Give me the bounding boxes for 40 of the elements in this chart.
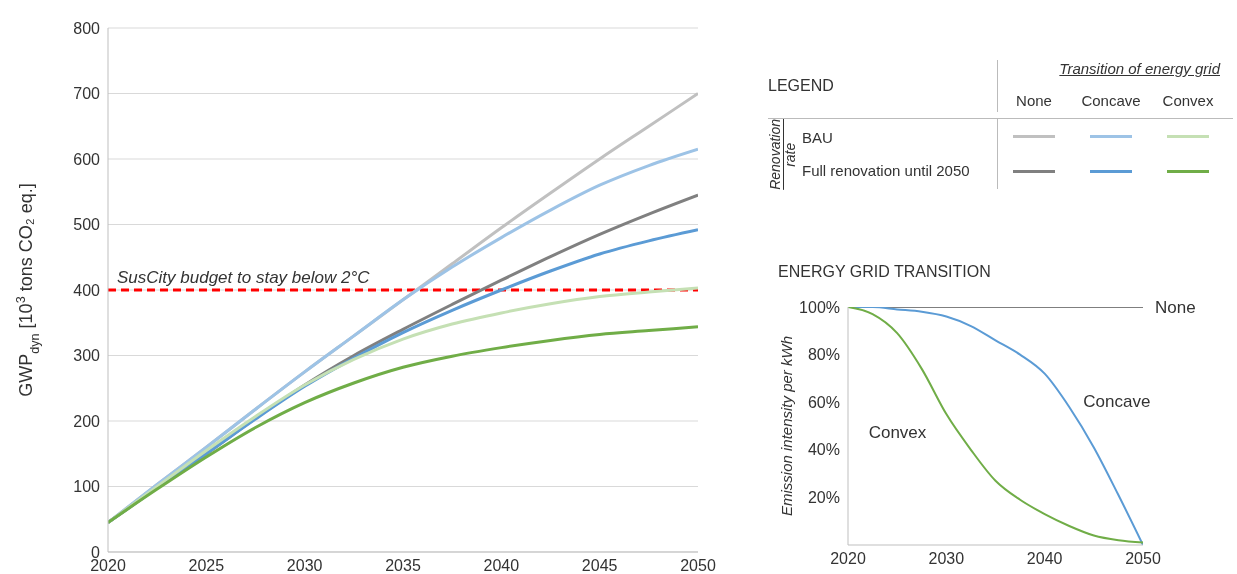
y-tick-label: 20% <box>807 489 840 507</box>
x-tick-label: 2020 <box>830 550 866 568</box>
y-tick-label: 100 <box>73 478 101 496</box>
text: Convex <box>1161 90 1215 109</box>
y-axis-title: Emission intensity per kWh <box>778 335 795 517</box>
x-tick-label: 2050 <box>1125 550 1161 568</box>
text: LEGEND <box>768 60 998 112</box>
x-tick-label: 2030 <box>286 557 323 574</box>
series-label: None <box>1155 298 1196 317</box>
ref-line-label: SusCity budget to stay below 2°C <box>117 268 371 288</box>
series-label: Concave <box>1083 391 1151 411</box>
x-tick-label: 2045 <box>581 557 618 574</box>
x-tick-label: 2020 <box>90 557 126 574</box>
y-tick-label: 700 <box>73 85 101 103</box>
y-tick-label: 300 <box>73 347 101 365</box>
y-tick-label: 200 <box>73 412 101 430</box>
y-tick-label: 60% <box>807 393 840 411</box>
x-tick-label: 2025 <box>188 557 225 574</box>
y-tick-label: 800 <box>73 19 101 37</box>
x-tick-label: 2050 <box>680 557 716 574</box>
text: None <box>1015 90 1053 109</box>
x-tick-label: 2040 <box>1026 550 1063 568</box>
text: Full renovation until 2050 <box>802 162 970 179</box>
y-tick-label: 40% <box>807 441 840 459</box>
y-tick-label: 80% <box>807 346 840 364</box>
y-tick-label: 100% <box>799 298 840 316</box>
text: BAU <box>802 129 834 146</box>
line-series <box>108 325 698 525</box>
series-label: Convex <box>868 423 927 443</box>
text: Renovation <box>767 118 783 190</box>
y-tick-label: 500 <box>73 216 101 234</box>
y-tick-label: 400 <box>73 281 101 299</box>
y-tick-label: 600 <box>73 150 101 168</box>
text: Transition of energy grid <box>1058 59 1222 77</box>
text: rate <box>782 140 798 169</box>
x-tick-label: 2040 <box>483 557 520 574</box>
chart-title: ENERGY GRID TRANSITION <box>778 263 992 281</box>
x-tick-label: 2030 <box>928 550 965 568</box>
text: Concave <box>1080 90 1142 109</box>
x-tick-label: 2035 <box>385 557 421 574</box>
